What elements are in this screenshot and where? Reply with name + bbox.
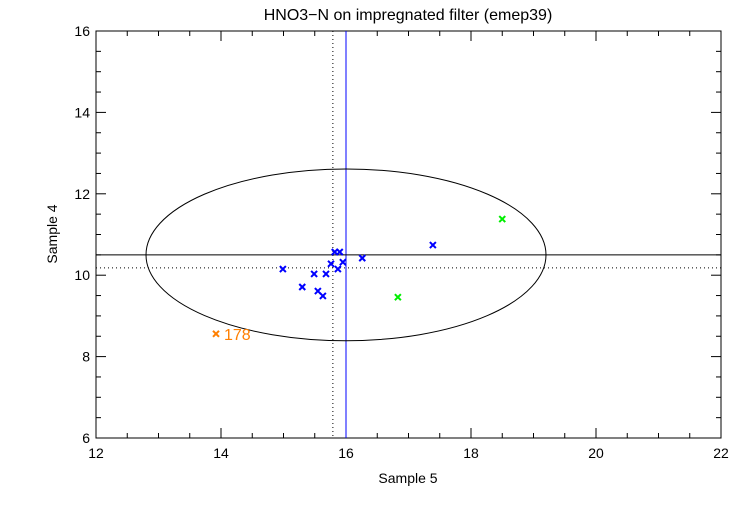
point-stroke [429, 241, 437, 249]
y-tick-label: 6 [82, 430, 90, 446]
point-stroke [339, 258, 347, 266]
confidence-ellipse [145, 168, 547, 342]
plot-frame [95, 30, 722, 439]
point-stroke [498, 215, 506, 223]
x-tick-label: 14 [213, 445, 229, 461]
data-point-normal [429, 241, 437, 249]
y-tick-label: 16 [74, 23, 90, 39]
data-point-normal [327, 260, 335, 268]
point-stroke [322, 270, 330, 278]
data-point-normal [310, 270, 318, 278]
x-tick-label: 18 [463, 445, 479, 461]
y-tick-label: 12 [74, 186, 90, 202]
data-point-normal [298, 283, 306, 291]
point-stroke [298, 283, 306, 291]
y-axis-label: Sample 4 [44, 204, 60, 263]
data-point-normal [279, 265, 287, 273]
chart-title: HNO3−N on impregnated filter (emep39) [264, 7, 553, 24]
data-point-outlier [212, 330, 220, 338]
point-label: 178 [224, 327, 251, 344]
data-point-normal [322, 270, 330, 278]
point-stroke [327, 260, 335, 268]
x-tick-label: 22 [713, 445, 729, 461]
x-tick-label: 16 [338, 445, 354, 461]
point-stroke [336, 248, 344, 256]
x-tick-label: 20 [588, 445, 604, 461]
data-point-normal [336, 248, 344, 256]
data-point-normal [319, 292, 327, 300]
data-point-normal [334, 265, 342, 273]
data-point-green [498, 215, 506, 223]
x-tick-label: 12 [88, 445, 104, 461]
point-stroke [358, 254, 366, 262]
y-tick-label: 10 [74, 267, 90, 283]
point-stroke [334, 265, 342, 273]
data-point-green [394, 293, 402, 301]
data-point-normal [339, 258, 347, 266]
point-stroke [310, 270, 318, 278]
point-stroke [314, 287, 322, 295]
point-stroke [279, 265, 287, 273]
y-tick-label: 8 [82, 349, 90, 365]
data-point-normal [358, 254, 366, 262]
y-tick-label: 14 [74, 104, 90, 120]
point-stroke [212, 330, 220, 338]
x-axis-label: Sample 5 [378, 470, 437, 486]
point-stroke [394, 293, 402, 301]
point-stroke [319, 292, 327, 300]
